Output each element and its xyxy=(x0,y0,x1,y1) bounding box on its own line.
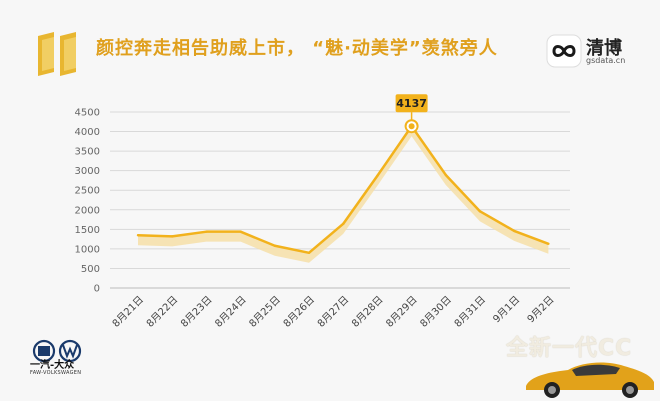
x-tick-label: 8月30日 xyxy=(418,294,454,330)
x-tick-label: 8月22日 xyxy=(144,294,180,330)
x-tick-label: 8月25日 xyxy=(247,294,283,330)
y-tick-label: 2000 xyxy=(75,205,100,216)
page-title: 颜控奔走相告助威上市， “魅·动美学”羡煞旁人 xyxy=(96,38,498,59)
x-tick-label: 8月24日 xyxy=(213,294,249,330)
infinity-logo-icon xyxy=(546,34,582,68)
data-point xyxy=(376,174,379,177)
faw-vw-logo-icon xyxy=(32,339,82,363)
data-point xyxy=(478,210,482,213)
data-point xyxy=(444,173,447,177)
data-point xyxy=(342,222,345,226)
brand-name: 清博 xyxy=(586,38,622,59)
data-point xyxy=(273,244,276,247)
data-point xyxy=(307,251,311,254)
y-tick-label: 3500 xyxy=(75,147,100,158)
data-point xyxy=(239,230,242,233)
x-tick-label: 8月28日 xyxy=(349,294,385,330)
x-tick-label: 9月1日 xyxy=(491,294,523,326)
y-tick-label: 1500 xyxy=(75,225,100,236)
faw-logo-subtext: FAW-VOLKSWAGEN xyxy=(30,370,82,376)
x-tick-label: 8月31日 xyxy=(452,294,488,330)
y-tick-label: 1000 xyxy=(75,244,100,255)
y-tick-label: 3000 xyxy=(75,166,100,177)
x-tick-label: 9月2日 xyxy=(525,294,557,326)
y-tick-label: 4000 xyxy=(75,127,100,138)
y-tick-label: 500 xyxy=(81,264,100,275)
series-shadow-band xyxy=(138,126,549,263)
x-tick-label: 8月26日 xyxy=(281,294,317,330)
data-point xyxy=(136,234,140,237)
y-tick-label: 2500 xyxy=(75,186,100,197)
callout-label: 4137 xyxy=(396,97,427,110)
faw-logo-text: 一汽-大众 xyxy=(30,360,75,371)
x-tick-label: 8月27日 xyxy=(315,294,351,330)
x-tick-label: 8月29日 xyxy=(384,294,420,330)
car-image-icon xyxy=(526,362,654,398)
x-tick-label: 8月21日 xyxy=(110,294,146,330)
callout-box xyxy=(395,94,428,113)
brand-logo: 清博 gsdata.cn xyxy=(546,34,646,68)
peak-marker-dot xyxy=(408,123,415,130)
data-point xyxy=(205,230,208,233)
quote-mark-icon xyxy=(38,32,76,76)
x-tick-label: 8月23日 xyxy=(178,294,214,330)
data-point xyxy=(513,229,516,233)
y-tick-label: 0 xyxy=(94,284,100,295)
brand-domain: gsdata.cn xyxy=(586,56,626,65)
y-tick-label: 4500 xyxy=(75,108,100,119)
promo-text: 全新一代CC xyxy=(506,336,633,361)
data-point xyxy=(171,235,174,238)
data-point xyxy=(547,242,550,246)
